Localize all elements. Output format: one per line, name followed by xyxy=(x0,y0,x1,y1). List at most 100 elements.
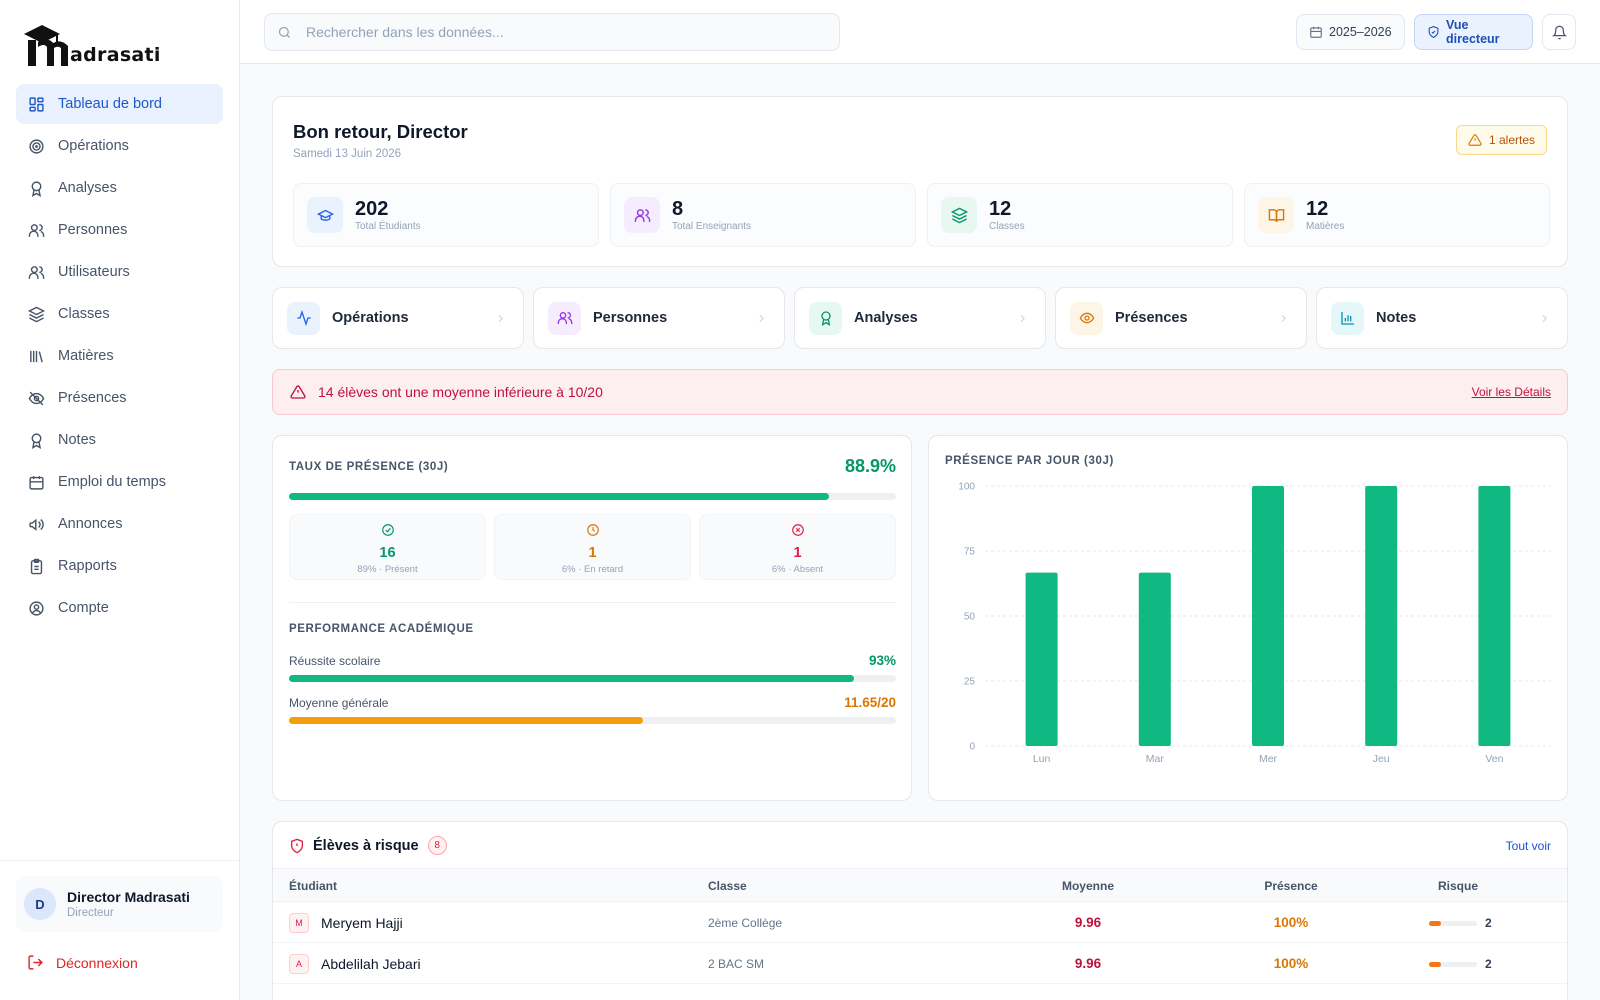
sidebar-item-matieres[interactable]: Matières xyxy=(16,336,223,376)
director-view-button[interactable]: Vue directeur xyxy=(1414,14,1533,50)
logo-text: adrasati xyxy=(70,44,161,66)
column-header-average[interactable]: Moyenne xyxy=(1061,879,1114,893)
attendance-progress-bar xyxy=(289,493,896,500)
bell-icon xyxy=(1551,25,1567,39)
chevron-right-icon xyxy=(1542,314,1547,323)
at-risk-title: Élèves à risque xyxy=(313,837,419,854)
sidebar-item-annonces[interactable]: Annonces xyxy=(16,504,223,544)
avatar: D xyxy=(24,888,56,920)
stat-subjects: 12 Matières xyxy=(1244,183,1550,247)
sidebar-item-presences[interactable]: Présences xyxy=(16,378,223,418)
alerts-badge-button[interactable]: 1 alertes xyxy=(1455,125,1547,155)
award-icon xyxy=(31,180,42,197)
x-tick-label: Lun xyxy=(1033,753,1051,765)
risk-score: 2 xyxy=(1485,957,1492,971)
sidebar-divider xyxy=(0,860,239,861)
student-avatar: A xyxy=(289,954,309,974)
quick-link-analyses[interactable]: Analyses xyxy=(794,287,1046,349)
quick-link-presences[interactable]: Présences xyxy=(1055,287,1307,349)
late-count: 1 xyxy=(588,545,597,561)
sidebar-item-notes[interactable]: Notes xyxy=(16,420,223,460)
risk-bar xyxy=(1429,962,1477,967)
student-name: Meryem Hajji xyxy=(321,915,403,931)
table-row[interactable]: M Meryem Hajji 2ème Collège 9.96 100% 2 xyxy=(273,902,1567,943)
sidebar-item-label: Rapports xyxy=(58,558,117,574)
chevron-right-icon xyxy=(1281,314,1286,323)
risk-bar-fill xyxy=(1429,962,1441,967)
quick-link-label: Notes xyxy=(1376,310,1417,326)
sidebar-item-label: Annonces xyxy=(58,516,123,532)
stat-label: Matières xyxy=(1306,221,1345,232)
chart-bar-ven xyxy=(1478,486,1511,746)
sidebar: adrasati Tableau de bord Opérations Anal… xyxy=(0,0,240,1000)
sidebar-item-analyses[interactable]: Analyses xyxy=(16,168,223,208)
clock-icon xyxy=(586,524,599,536)
table-row[interactable]: A Abdelilah Jebari 2 BAC SM 9.96 100% 2 xyxy=(273,943,1567,984)
quick-link-label: Analyses xyxy=(854,310,918,326)
risk-bar-fill xyxy=(1429,921,1441,926)
quick-link-label: Personnes xyxy=(593,310,668,326)
column-header-risk[interactable]: Risque xyxy=(1437,879,1478,893)
y-tick-label: 50 xyxy=(964,612,976,623)
calendar-icon xyxy=(29,475,44,490)
sidebar-item-operations[interactable]: Opérations xyxy=(16,126,223,166)
activity-icon xyxy=(287,301,320,335)
logout-button[interactable]: Déconnexion xyxy=(27,954,138,971)
target-icon xyxy=(29,138,44,154)
check-circle-icon xyxy=(381,524,394,536)
search-box[interactable] xyxy=(264,13,840,51)
quick-link-label: Opérations xyxy=(332,310,409,326)
app-logo[interactable]: adrasati xyxy=(22,20,161,68)
academic-year-button[interactable]: 2025–2026 xyxy=(1296,14,1405,50)
graduation-cap-icon xyxy=(307,197,343,233)
clipboard-icon xyxy=(30,558,43,574)
section-divider xyxy=(289,602,896,603)
sidebar-item-rapports[interactable]: Rapports xyxy=(16,546,223,586)
notifications-button[interactable] xyxy=(1542,14,1576,50)
sidebar-item-label: Notes xyxy=(58,432,96,448)
student-class: 2 BAC SM xyxy=(708,957,765,971)
logout-label: Déconnexion xyxy=(56,954,138,971)
student-class: 2ème Collège xyxy=(708,916,783,930)
sidebar-item-label: Compte xyxy=(58,600,109,616)
user-name: Director Madrasati xyxy=(67,889,190,905)
sidebar-item-compte[interactable]: Compte xyxy=(16,588,223,628)
x-tick-label: Ven xyxy=(1485,753,1503,765)
sidebar-item-utilisateurs[interactable]: Utilisateurs xyxy=(16,252,223,292)
welcome-title: Bon retour, Director xyxy=(293,121,468,142)
y-tick-label: 25 xyxy=(964,677,976,688)
sidebar-item-label: Tableau de bord xyxy=(58,96,162,112)
stat-value: 12 xyxy=(1306,198,1329,220)
column-header-student[interactable]: Étudiant xyxy=(289,879,337,893)
book-open-icon xyxy=(1258,197,1294,233)
x-circle-icon xyxy=(791,524,804,536)
sidebar-item-label: Classes xyxy=(58,306,110,322)
see-all-link[interactable]: Tout voir xyxy=(1505,839,1551,853)
stat-label: Total Enseignants xyxy=(672,221,751,232)
present-count: 16 xyxy=(379,545,396,561)
column-header-presence[interactable]: Présence xyxy=(1264,879,1318,893)
sidebar-item-tableau-de-bord[interactable]: Tableau de bord xyxy=(16,84,223,124)
quick-link-notes[interactable]: Notes xyxy=(1316,287,1568,349)
shield-icon xyxy=(1428,25,1439,39)
quick-link-operations[interactable]: Opérations xyxy=(272,287,524,349)
sidebar-item-emploi-du-temps[interactable]: Emploi du temps xyxy=(16,462,223,502)
quick-link-personnes[interactable]: Personnes xyxy=(533,287,785,349)
sidebar-item-personnes[interactable]: Personnes xyxy=(16,210,223,250)
logo-mark-icon xyxy=(22,22,72,68)
search-icon xyxy=(278,26,290,38)
chevron-right-icon xyxy=(1020,314,1025,323)
alert-message: 14 élèves ont une moyenne inférieure à 1… xyxy=(318,384,603,400)
sidebar-item-label: Opérations xyxy=(58,138,129,154)
student-presence: 100% xyxy=(1273,956,1309,971)
absent-count: 1 xyxy=(793,545,802,561)
present-count-box: 16 89% · Présent xyxy=(289,514,486,580)
performance-title: PERFORMANCE ACADÉMIQUE xyxy=(289,623,474,635)
stat-total-teachers: 8 Total Enseignants xyxy=(610,183,916,247)
view-details-link[interactable]: Voir les Détails xyxy=(1471,385,1551,399)
student-presence: 100% xyxy=(1273,915,1309,930)
sidebar-item-classes[interactable]: Classes xyxy=(16,294,223,334)
column-header-class[interactable]: Classe xyxy=(708,879,747,893)
search-input[interactable] xyxy=(306,24,826,40)
sidebar-user-card[interactable]: D Director Madrasati Directeur xyxy=(16,876,223,932)
